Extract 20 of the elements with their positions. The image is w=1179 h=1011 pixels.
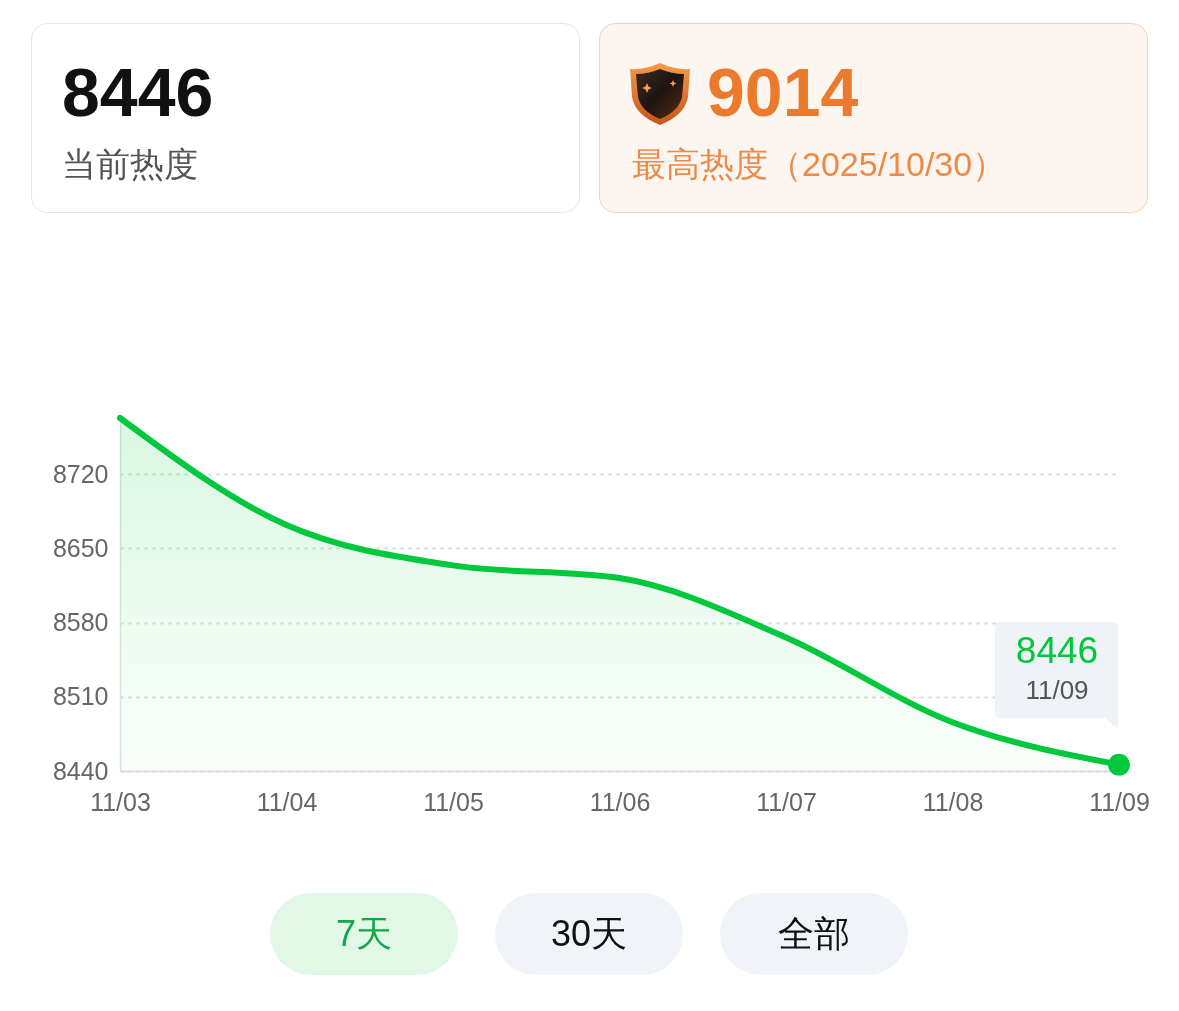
y-tick-label: 8510 xyxy=(52,682,109,711)
text: 9014 xyxy=(707,54,859,130)
y-tick-label: 8580 xyxy=(52,608,109,637)
text: 8446 xyxy=(62,54,214,130)
y-tick-label: 8440 xyxy=(52,756,109,785)
y-tick-label: 8720 xyxy=(52,459,109,488)
x-tick-label: 11/09 xyxy=(1089,787,1150,816)
annotation: 11/09 xyxy=(1025,674,1089,705)
x-tick-label: 11/07 xyxy=(756,787,817,816)
x-tick-label: 11/06 xyxy=(589,787,651,816)
x-tick-label: 11/03 xyxy=(90,787,151,816)
x-tick-label: 11/04 xyxy=(256,787,318,816)
y-tick-label: 8650 xyxy=(52,533,109,562)
annotation: 8446 xyxy=(1015,629,1099,671)
x-tick-label: 11/05 xyxy=(423,787,484,816)
x-tick-label: 11/08 xyxy=(922,787,984,816)
period-button[interactable]: 全部 xyxy=(720,893,908,975)
period-button[interactable]: 30天 xyxy=(495,893,683,975)
text: 最高热度（2025/10/30） xyxy=(632,144,1007,185)
text: 当前热度 xyxy=(62,144,198,185)
